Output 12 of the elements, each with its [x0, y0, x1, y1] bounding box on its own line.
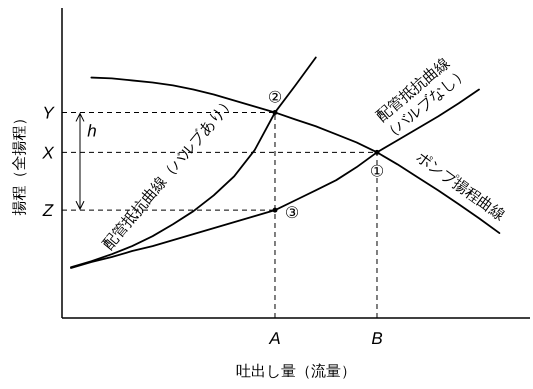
ref-line-label: X — [41, 143, 54, 162]
x-axis-title: 吐出し量（流量） — [236, 362, 356, 380]
y-axis-title: 揚程（全揚程） — [10, 110, 28, 216]
annotation: ③ — [284, 203, 300, 222]
text: 配管抵抗曲線（バルブなし） — [372, 53, 472, 144]
ref-line-label: Y — [42, 103, 56, 122]
ref-line-label: Z — [42, 201, 54, 220]
annotation: h — [87, 121, 97, 140]
x-tick-label: B — [371, 329, 383, 348]
annotation: ② — [268, 87, 282, 106]
text: ポンプ揚程曲線 — [413, 148, 509, 224]
x-tick-label: A — [268, 329, 281, 348]
